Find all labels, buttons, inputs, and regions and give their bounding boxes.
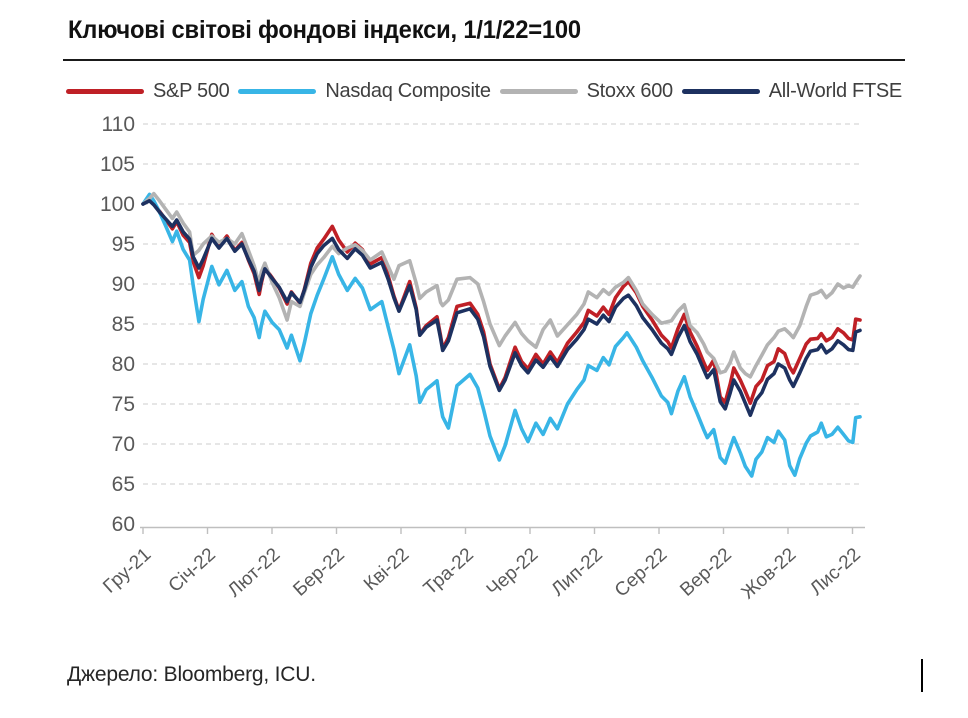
y-axis-label-80: 80 [112,353,135,376]
y-axis-label-90: 90 [112,273,135,296]
x-axis-label-9: Вер-22 [676,544,736,601]
cursor-artifact [921,659,923,692]
y-axis-label-85: 85 [112,313,135,336]
x-axis-label-7: Лип-22 [548,544,607,600]
legend-line-sample-ftse [681,89,760,94]
x-axis-label-0: Гру-21 [99,544,155,597]
legend-item-stoxx: Stoxx 600 [499,80,674,103]
y-axis-label-105: 105 [100,153,135,176]
legend-line-sample-stoxx [499,89,578,94]
x-axis-label-3: Бер-22 [289,544,348,600]
y-axis-label-65: 65 [112,473,135,496]
legend-line-sample-nasdaq [238,89,317,94]
legend-label-ftse: All-World FTSE [768,80,903,102]
y-axis-label-100: 100 [100,193,135,216]
x-axis-label-1: Січ-22 [165,544,220,597]
series-line-all-world-ftse [141,199,862,418]
legend-label-stoxx: Stoxx 600 [586,80,674,102]
x-axis-label-6: Чер-22 [483,544,543,601]
y-axis-label-95: 95 [112,233,135,256]
chart-title: Ключові світові фондові індекси, 1/1/22=… [68,16,581,44]
y-axis-label-110: 110 [102,113,135,136]
x-axis-label-2: Лют-22 [224,544,284,601]
series-line-nasdaq-composite [141,192,862,478]
legend: S&P 500 Nasdaq Composite Stoxx 600 All-W… [66,80,902,103]
title-rule [63,59,905,61]
legend-label-nasdaq: Nasdaq Composite [325,80,491,102]
legend-line-sample-sp500 [66,89,144,94]
series-line-stoxx-600 [141,191,862,379]
y-axis-label-60: 60 [112,513,135,536]
legend-item-sp500: S&P 500 [66,80,230,103]
x-axis-label-4: Кві-22 [360,544,413,595]
y-axis-label-75: 75 [112,393,135,416]
legend-label-sp500: S&P 500 [153,80,230,102]
y-axis-label-70: 70 [112,433,135,456]
legend-item-ftse: All-World FTSE [681,80,903,103]
x-axis-label-8: Сер-22 [611,544,671,601]
x-axis-label-11: Лис-22 [806,544,865,600]
x-axis-label-5: Тра-22 [420,544,478,599]
x-axis-label-10: Жов-22 [738,544,801,603]
source-note: Джерело: Bloomberg, ICU. [67,663,316,686]
legend-item-nasdaq: Nasdaq Composite [238,80,491,103]
